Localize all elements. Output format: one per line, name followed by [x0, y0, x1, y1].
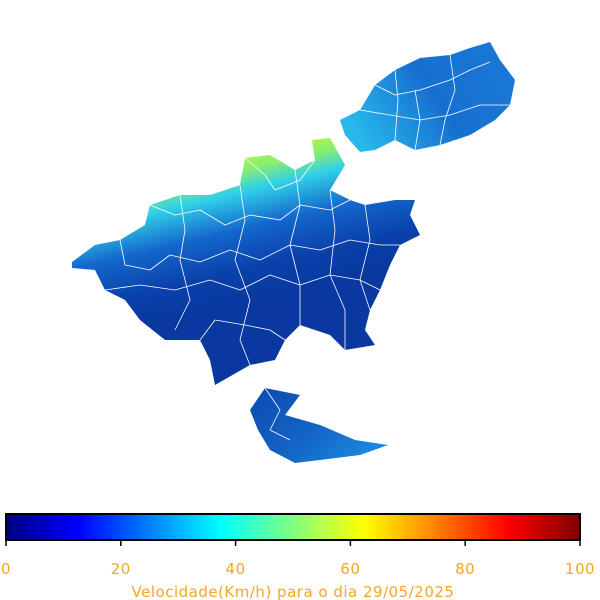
colorbar-tick-label: 80 [455, 560, 475, 578]
colorbar: 0 20 40 60 80 100 Velocidade(Km/h) para o dia… [1, 513, 595, 600]
colorbar-tick-label: 60 [340, 560, 360, 578]
region-northeast [340, 42, 515, 152]
colorbar-scale [5, 513, 581, 541]
colorbar-tick-label: 40 [226, 560, 246, 578]
map [72, 42, 515, 463]
colorbar-label: Velocidade(Km/h) para o dia 29/05/2025 [132, 583, 455, 600]
colorbar-tick-label: 100 [565, 560, 595, 578]
municipal-borders [104, 54, 510, 441]
region-main [72, 138, 420, 385]
colorbar-tick-label: 20 [111, 560, 131, 578]
colorbar-tick-label: 0 [1, 560, 11, 578]
region-south [250, 388, 388, 463]
